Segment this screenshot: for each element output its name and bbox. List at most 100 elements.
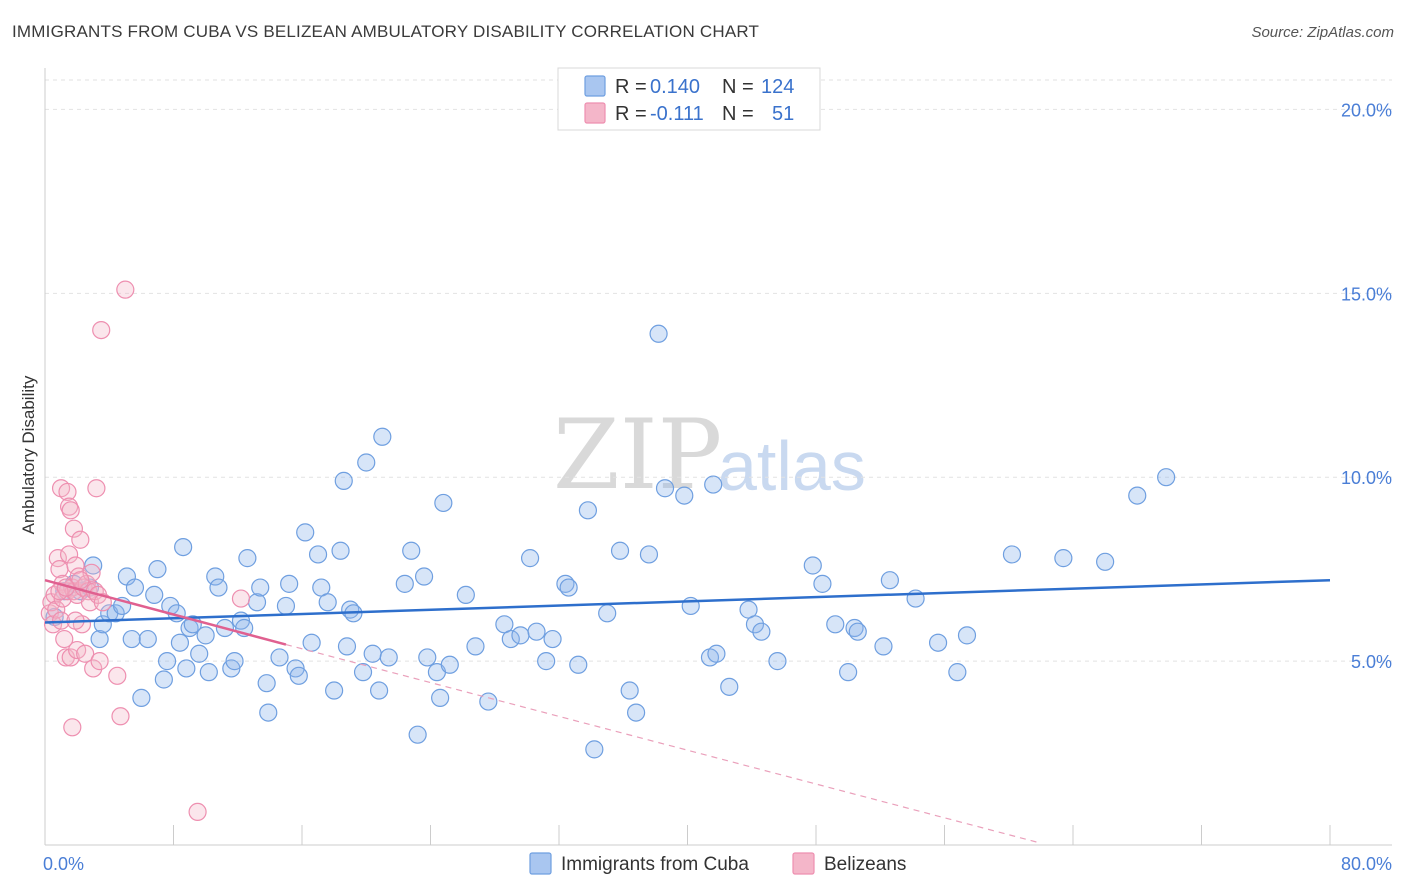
cuba-point-31 (209, 578, 228, 597)
cuba-point-59 (357, 453, 376, 472)
cuba-point-46 (289, 666, 308, 685)
belize-point-45 (231, 589, 251, 608)
belize-point-13 (59, 545, 79, 564)
cuba-point-114 (928, 633, 948, 652)
cuba-point-22 (170, 633, 190, 652)
y-axis-label: Ambulatory Disability (19, 375, 38, 534)
cuba-point-118 (1054, 549, 1073, 568)
cuba-point-5 (84, 556, 103, 575)
cuba-point-58 (353, 663, 373, 682)
cuba-point-15 (138, 629, 157, 649)
cuba-point-107 (826, 615, 845, 634)
legend-cuba-n-label: N = (722, 76, 754, 98)
bottom-legend-cuba-swatch (529, 852, 552, 875)
cuba-point-100 (720, 677, 739, 696)
cuba-point-121 (1157, 468, 1176, 487)
bottom-legend-belize-label: Belizeans (824, 854, 906, 875)
cuba-point-29 (199, 663, 218, 682)
cuba-point-37 (238, 549, 257, 568)
cuba-point-72 (440, 655, 459, 674)
belize-point-44 (61, 501, 80, 520)
legend-cuba-r-value: 0.140 (650, 76, 700, 98)
axes (44, 68, 1392, 846)
cuba-point-47 (296, 523, 315, 542)
belize-point-42 (58, 482, 77, 502)
y-tick-label-2: 15.0% (1341, 284, 1392, 304)
cuba-point-30 (206, 567, 225, 586)
belize-point-18 (64, 519, 84, 538)
belize-point-16 (63, 718, 82, 737)
belize-point-6 (50, 560, 69, 579)
cuba-point-55 (337, 637, 357, 656)
belize-point-19 (66, 556, 85, 575)
source-label: Source: ZipAtlas.com (1251, 24, 1394, 41)
cuba-point-65 (402, 541, 421, 560)
x-tick-label-0: 0.0% (43, 854, 84, 874)
belize-point-11 (56, 648, 75, 667)
belize-point-39 (116, 280, 135, 299)
belize-point-46 (188, 802, 207, 821)
belize-point-14 (61, 648, 80, 667)
cuba-point-52 (325, 681, 344, 700)
cuba-point-119 (1096, 552, 1115, 571)
cuba-point-62 (373, 427, 392, 446)
cuba-point-103 (752, 622, 771, 641)
cuba-trend-line (44, 578, 1331, 624)
cuba-point-51 (318, 593, 337, 612)
cuba-point-9 (106, 604, 125, 623)
legend-belize-n-label: N = (722, 103, 754, 125)
cuba-point-18 (154, 670, 173, 689)
cuba-point-53 (331, 541, 350, 560)
legend-cuba-n-value: 124 (761, 76, 794, 98)
cuba-point-117 (1002, 545, 1022, 564)
cuba-point-111 (874, 637, 893, 656)
cuba-point-71 (434, 493, 453, 513)
cuba-point-6 (90, 629, 109, 649)
cuba-point-64 (395, 574, 414, 593)
cuba-point-102 (745, 615, 765, 634)
belize-point-23 (71, 530, 90, 549)
cuba-point-90 (620, 681, 639, 700)
chart-title: IMMIGRANTS FROM CUBA VS BELIZEAN AMBULAT… (12, 22, 760, 41)
cuba-point-60 (363, 644, 382, 663)
cuba-point-13 (125, 578, 145, 597)
cuba-point-95 (675, 486, 694, 505)
cuba-point-12 (122, 629, 141, 649)
cuba-point-84 (559, 578, 578, 597)
cuba-point-110 (848, 622, 867, 641)
cuba-point-63 (379, 648, 398, 667)
trend-lines (44, 578, 1331, 844)
y-tick-label-0: 5.0% (1351, 652, 1392, 672)
cuba-point-70 (431, 688, 450, 707)
cuba-point-91 (626, 703, 646, 722)
cuba-point-23 (174, 537, 193, 557)
cuba-point-74 (466, 637, 485, 656)
legend-belize-r-value: -0.111 (650, 103, 704, 125)
cuba-point-106 (813, 574, 832, 593)
cuba-point-61 (370, 681, 389, 700)
belize-point-37 (108, 666, 127, 685)
cuba-point-92 (639, 545, 659, 564)
cuba-point-49 (308, 545, 328, 564)
legend-belize-swatch (584, 102, 606, 124)
cuba-point-44 (280, 574, 299, 593)
cuba-point-75 (479, 692, 498, 711)
cuba-point-73 (456, 585, 475, 605)
belize-point-31 (84, 659, 103, 678)
cuba-point-28 (196, 626, 215, 645)
cuba-point-108 (839, 663, 858, 682)
cuba-point-67 (414, 567, 434, 586)
belize-point-40 (92, 320, 111, 340)
cuba-point-94 (655, 479, 675, 498)
cuba-point-82 (543, 629, 562, 649)
grid-lines (45, 79, 1392, 662)
cuba-point-77 (501, 629, 520, 649)
stats-legend: R = 0.140 N = 124 R = -0.111 N = 51 (557, 67, 821, 131)
cuba-point-88 (598, 604, 617, 623)
legend-belize-n-value: 51 (772, 103, 794, 125)
y-tick-label-1: 10.0% (1341, 468, 1392, 488)
cuba-point-48 (302, 633, 321, 652)
watermark-atlas: atlas (718, 427, 866, 505)
cuba-point-99 (707, 644, 726, 663)
